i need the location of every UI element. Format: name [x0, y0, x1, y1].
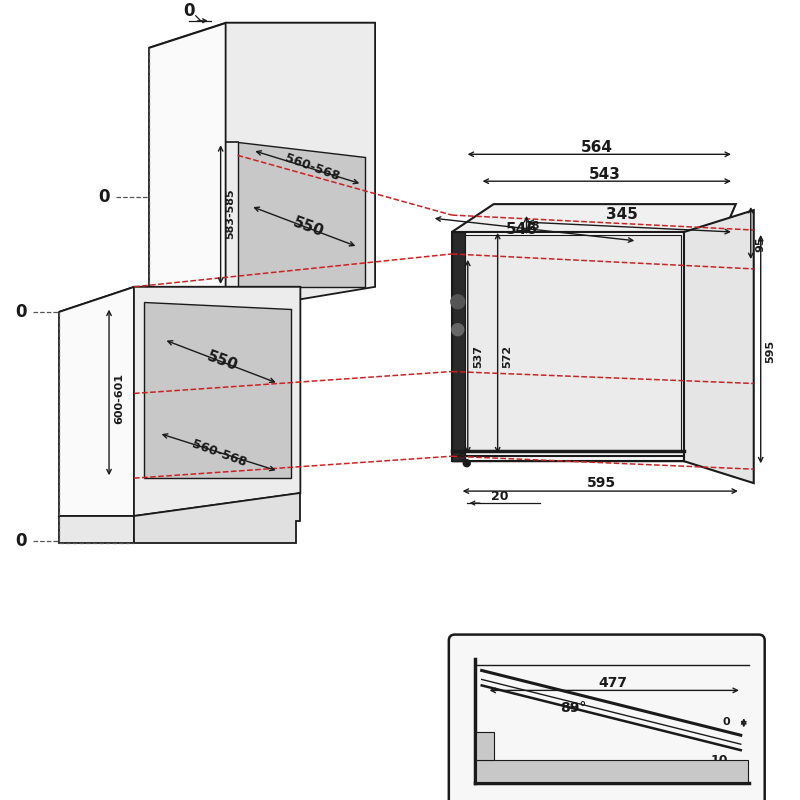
Text: 345: 345: [606, 206, 638, 222]
Polygon shape: [134, 287, 300, 516]
Polygon shape: [59, 287, 300, 312]
Text: 550: 550: [205, 349, 240, 374]
Text: 537: 537: [473, 345, 482, 368]
Text: 595: 595: [586, 476, 616, 490]
Polygon shape: [134, 493, 300, 543]
Text: 0: 0: [183, 2, 194, 20]
Text: 546: 546: [506, 222, 538, 237]
Text: 572: 572: [502, 345, 513, 368]
Polygon shape: [59, 516, 134, 543]
Text: 543: 543: [588, 166, 620, 182]
Text: 89°: 89°: [560, 702, 586, 715]
Polygon shape: [452, 204, 736, 232]
Circle shape: [451, 294, 465, 309]
Circle shape: [463, 460, 470, 466]
Text: 583-585: 583-585: [226, 189, 236, 239]
Text: 0: 0: [722, 718, 730, 727]
Polygon shape: [238, 142, 365, 287]
Text: 0: 0: [98, 188, 110, 206]
Circle shape: [452, 324, 464, 336]
Text: 20: 20: [491, 490, 508, 502]
Text: 564: 564: [582, 140, 614, 155]
FancyBboxPatch shape: [449, 634, 765, 800]
Text: 595: 595: [766, 340, 776, 363]
Polygon shape: [452, 232, 684, 462]
Text: 550: 550: [290, 214, 326, 239]
Polygon shape: [452, 232, 465, 462]
Text: 5: 5: [458, 454, 466, 463]
Text: 560-568: 560-568: [190, 438, 248, 469]
Text: 10: 10: [710, 754, 728, 766]
Text: 18: 18: [525, 221, 540, 231]
Polygon shape: [59, 287, 134, 516]
Bar: [476, 732, 494, 760]
Text: 95: 95: [756, 236, 766, 252]
Text: 477: 477: [598, 677, 628, 690]
Bar: [476, 760, 748, 782]
Polygon shape: [684, 210, 754, 483]
Polygon shape: [144, 302, 291, 478]
Polygon shape: [149, 22, 226, 312]
Polygon shape: [465, 235, 681, 451]
Text: 0: 0: [15, 532, 27, 550]
Text: 560-568: 560-568: [283, 151, 342, 183]
Text: 600-601: 600-601: [114, 373, 124, 424]
Polygon shape: [149, 22, 375, 48]
Text: 0: 0: [15, 302, 27, 321]
Polygon shape: [226, 22, 375, 312]
